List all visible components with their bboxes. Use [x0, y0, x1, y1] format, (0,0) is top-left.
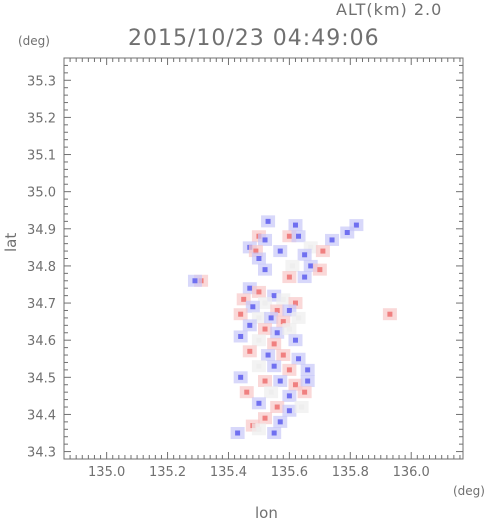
heatmap-cell [302, 252, 308, 258]
x-tick-label: 135.8 [332, 465, 369, 480]
heatmap-cell [296, 233, 302, 239]
heatmap-cell [296, 356, 302, 362]
heatmap-cell [265, 218, 271, 224]
heatmap-cell [262, 237, 268, 243]
heatmap-cell [244, 389, 250, 395]
heatmap-cell [286, 393, 292, 399]
heatmap-cell [280, 319, 286, 325]
heatmap-cell [274, 404, 280, 410]
heatmap-cell [256, 363, 262, 369]
heatmap-cell [286, 408, 292, 414]
heatmap-cell [387, 311, 393, 317]
heatmap-cell [277, 419, 283, 425]
x-tick-label: 135.6 [271, 465, 308, 480]
axis-ticks [64, 57, 463, 460]
heatmap-cell [353, 222, 359, 228]
heatmap-cell [277, 248, 283, 254]
heatmap-cell [292, 382, 298, 388]
heatmap-cell [292, 337, 298, 343]
heatmap-cell [280, 352, 286, 358]
y-tick-label: 34.9 [27, 223, 56, 238]
heatmap-cell [256, 315, 262, 321]
heatmap-cell [286, 274, 292, 280]
x-tick-label: 135.0 [88, 465, 125, 480]
plot-frame [63, 57, 464, 460]
heatmap-cell [253, 248, 259, 254]
y-tick-label: 35.1 [27, 149, 56, 164]
heatmap-cell [268, 315, 274, 321]
tick-labels: 135.0 135.2 135.4 135.6 135.8 136.0 34.3 34.4 34… [27, 74, 430, 480]
heatmap-cell [262, 378, 268, 384]
heatmap-cell [235, 430, 241, 436]
heatmap-cell [305, 367, 311, 373]
chart-timestamp: 2015/10/23 04:49:06 [128, 26, 380, 51]
heatmap-cell [344, 230, 350, 236]
heatmap-cell [286, 326, 292, 332]
heatmap-cell [256, 337, 262, 343]
heatmap-cell [320, 248, 326, 254]
heatmap-cell [271, 430, 277, 436]
heatmap-cell [296, 315, 302, 321]
heatmap-cell [308, 244, 314, 250]
y-tick-label: 34.6 [27, 334, 56, 349]
heatmap-cell [238, 374, 244, 380]
y-axis-unit: (deg) [18, 34, 50, 48]
y-tick-label: 35.3 [27, 74, 56, 89]
heatmap-cell [286, 307, 292, 313]
heatmap-cell [286, 233, 292, 239]
heatmap-cell [271, 341, 277, 347]
y-tick-label: 34.7 [27, 297, 56, 312]
heatmap-cell [317, 267, 323, 273]
heatmap-cell [192, 278, 198, 284]
heatmap-cell [289, 263, 295, 269]
heatmap-cell [247, 322, 253, 328]
heatmap-cell [262, 267, 268, 273]
y-tick-label: 34.3 [27, 446, 56, 461]
x-axis-unit: (deg) [453, 484, 485, 498]
heatmap-cell [256, 426, 262, 432]
heatmap-cell [329, 237, 335, 243]
heatmap-cell [274, 330, 280, 336]
x-axis-label: lon [255, 504, 278, 522]
heatmap-cell [238, 311, 244, 317]
heatmap-cell [262, 300, 268, 306]
heatmap-cell [305, 378, 311, 384]
heatmap-cell [238, 333, 244, 339]
heatmap-cell [241, 296, 247, 302]
y-tick-label: 35.2 [27, 111, 56, 126]
y-tick-label: 34.4 [27, 408, 56, 423]
heatmap-cells [187, 215, 397, 440]
heatmap-cell [247, 348, 253, 354]
heatmap-cell [268, 389, 274, 395]
heatmap-cell [271, 363, 277, 369]
y-tick-label: 34.8 [27, 260, 56, 275]
x-tick-label: 135.2 [149, 465, 186, 480]
heatmap-cell [265, 352, 271, 358]
heatmap-cell [299, 404, 305, 410]
heatmap-cell [256, 289, 262, 295]
heatmap-cell [274, 307, 280, 313]
heatmap-cell [250, 304, 256, 310]
heatmap-cell [280, 296, 286, 302]
x-tick-label: 136.0 [393, 465, 430, 480]
heatmap-cell [271, 293, 277, 299]
heatmap-cell [262, 415, 268, 421]
y-tick-label: 34.5 [27, 371, 56, 386]
heatmap-cell [302, 389, 308, 395]
heatmap-cell [308, 263, 314, 269]
heatmap-cell [292, 222, 298, 228]
heatmap-cell [302, 274, 308, 280]
heatmap-cell [256, 256, 262, 261]
heatmap-cell [247, 285, 253, 291]
heatmap-cell [292, 300, 298, 306]
x-tick-label: 135.4 [210, 465, 247, 480]
heatmap-cell [262, 326, 268, 332]
y-tick-label: 35.0 [27, 186, 56, 201]
heatmap-cell [286, 367, 292, 373]
heatmap-cell [277, 378, 283, 384]
altitude-label: ALT(km) 2.0 [336, 0, 443, 19]
heatmap-cell [256, 400, 262, 406]
